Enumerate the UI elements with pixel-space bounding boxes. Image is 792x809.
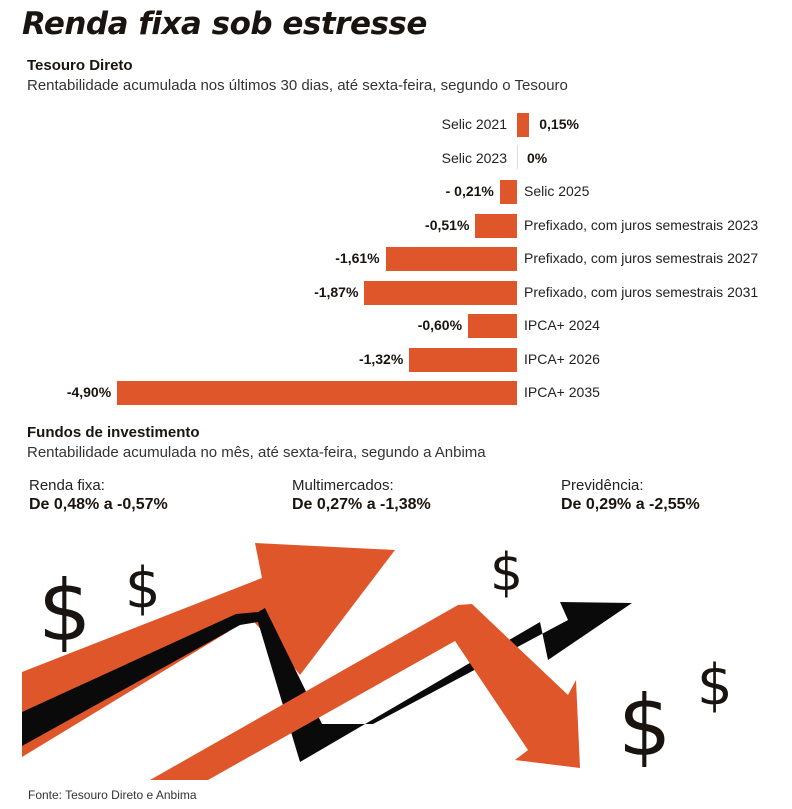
dollar-icon: $ (490, 543, 523, 603)
bar-category-label: IPCA+ 2035 (524, 384, 600, 400)
tesouro-heading: Tesouro Direto (27, 57, 133, 74)
tesouro-subtitle: Rentabilidade acumulada nos últimos 30 d… (27, 77, 568, 94)
fund-label: Renda fixa: (29, 477, 105, 494)
bar-value-label: -4,90% (66, 384, 112, 400)
dollar-icon: $ (618, 677, 671, 775)
bar-value-label: - 0,21% (445, 183, 494, 199)
fund-renda-fixa: Renda fixa: De 0,48% a -0,57% (29, 477, 168, 514)
bar-category-label: Selic 2025 (524, 183, 590, 199)
bar-value-label: 0% (527, 149, 548, 166)
bar-category-label: Selic 2023 (441, 149, 507, 166)
fund-label: Previdência: (561, 477, 644, 494)
bar-row: Selic 2021 0,15% (0, 113, 792, 137)
bar-row: Prefixado, com juros semestrais 2027 -1,6… (0, 247, 792, 271)
bar-row: Selic 2025 - 0,21% (0, 180, 792, 204)
bar-row: IPCA+ 2026 -1,32% (0, 347, 792, 372)
bar (117, 381, 517, 405)
bar-category-label: Prefixado, com juros semestrais 2027 (524, 250, 759, 266)
bar-row: Selic 2023 0% (0, 147, 792, 171)
bar (364, 280, 517, 305)
bar-category-label: Selic 2021 (441, 116, 507, 132)
bar (475, 213, 517, 238)
fundos-heading: Fundos de investimento (27, 424, 200, 441)
dollar-icon: $ (125, 556, 161, 621)
page-title: Renda fixa sob estresse (22, 6, 427, 42)
bar-category-label: Prefixado, com juros semestrais 2031 (524, 283, 759, 300)
bar-row: IPCA+ 2035 -4,90% (0, 381, 792, 405)
bar (385, 247, 517, 271)
fund-multimercados: Multimercados: De 0,27% a -1,38% (292, 477, 431, 514)
bar-value-label: -0,60% (417, 317, 463, 333)
bar (409, 347, 517, 372)
bar-category-label: IPCA+ 2026 (524, 350, 600, 367)
bar-value-label: -1,87% (314, 283, 359, 300)
bar-value-label: -0,51% (425, 216, 470, 233)
black-zigzag-arrow (22, 602, 632, 762)
bar-category-label: IPCA+ 2024 (524, 317, 600, 333)
fund-value: De 0,29% a -2,55% (561, 496, 700, 513)
zero-axis-line (517, 145, 518, 169)
bar (517, 113, 530, 137)
bar-category-label: Prefixado, com juros semestrais 2023 (524, 216, 759, 233)
bar-row: IPCA+ 2024 -0,60% (0, 314, 792, 338)
bar-value-label: 0,15% (539, 116, 579, 132)
arrows-illustration: $ $ $ $ $ (22, 543, 733, 780)
fund-value: De 0,27% a -1,38% (292, 496, 431, 513)
dollar-icon: $ (38, 562, 91, 660)
bar-row: Prefixado, com juros semestrais 2031 -1,8… (0, 280, 792, 305)
orange-up-arrow (22, 543, 395, 757)
fund-previdencia: Previdência: De 0,29% a -2,55% (561, 477, 700, 514)
fundos-subtitle: Rentabilidade acumulada no mês, até sext… (27, 444, 486, 461)
fund-label: Multimercados: (292, 477, 394, 494)
bar (499, 180, 517, 204)
bar-value-label: -1,32% (358, 350, 404, 367)
fund-value: De 0,48% a -0,57% (29, 496, 168, 513)
dollar-icon: $ (697, 653, 733, 718)
orange-down-arrow (150, 604, 580, 780)
source-note: Fonte: Tesouro Direto e Anbima (28, 788, 197, 802)
bar (468, 314, 517, 338)
bar-row: Prefixado, com juros semestrais 2023 -0,5… (0, 213, 792, 238)
bar-value-label: -1,61% (335, 250, 380, 266)
